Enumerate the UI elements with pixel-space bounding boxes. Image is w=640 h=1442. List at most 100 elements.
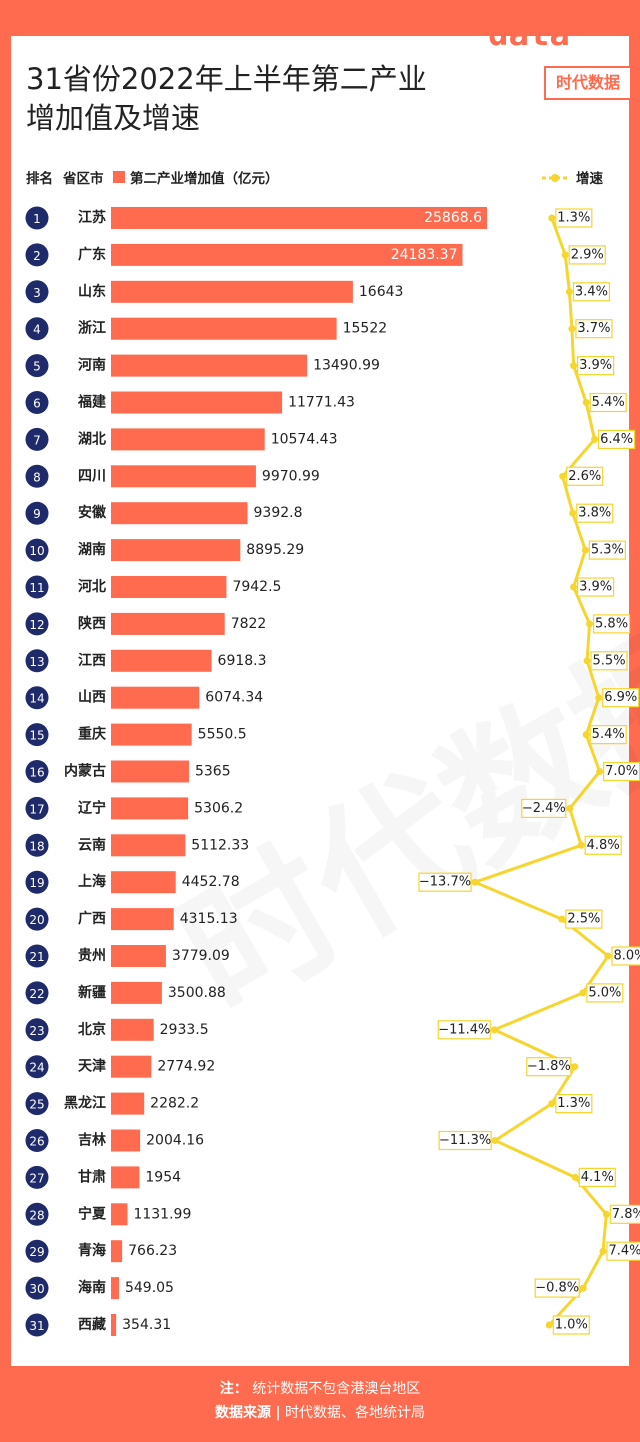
value-bar <box>111 1166 140 1189</box>
value-label: 4315.13 <box>180 911 238 927</box>
growth-point <box>581 546 589 554</box>
value-bar <box>111 576 227 598</box>
header-value-legend: 第二产业增加值（亿元） <box>130 171 279 187</box>
province-label: 江苏 <box>78 209 106 226</box>
value-label: 4452.78 <box>182 874 240 890</box>
growth-label: 5.3% <box>591 543 624 558</box>
rank-number: 3 <box>33 286 41 300</box>
rank-number: 9 <box>33 507 41 521</box>
rank-number: 12 <box>29 618 44 632</box>
value-label: 766.23 <box>128 1243 177 1259</box>
value-bar <box>111 1277 119 1300</box>
growth-point <box>548 1100 556 1108</box>
growth-point <box>545 1321 553 1329</box>
footer-source-label: 数据来源 <box>214 1405 271 1421</box>
province-label: 四川 <box>78 468 106 484</box>
province-label: 上海 <box>78 873 106 890</box>
growth-point <box>571 1173 579 1181</box>
rank-circle <box>25 612 49 636</box>
rank-number: 21 <box>29 950 44 964</box>
rank-circle <box>25 1055 49 1079</box>
growth-label: 2.6% <box>568 469 601 484</box>
rank-circle <box>25 686 49 710</box>
value-bar <box>111 502 248 525</box>
value-bar <box>111 612 225 635</box>
value-label: 24183.37 <box>391 247 458 263</box>
growth-label-box <box>555 208 593 228</box>
province-label: 安徽 <box>78 504 107 521</box>
growth-point <box>599 1247 607 1255</box>
growth-label-box <box>611 946 640 966</box>
growth-point <box>548 214 556 222</box>
growth-point <box>568 325 576 333</box>
rank-number: 8 <box>33 470 41 484</box>
value-bar <box>111 686 200 709</box>
value-label: 1954 <box>145 1169 181 1185</box>
rank-circle <box>25 206 49 230</box>
value-bar <box>111 1203 128 1226</box>
growth-label: 1.3% <box>557 1096 590 1111</box>
province-label: 青海 <box>78 1242 106 1259</box>
growth-point <box>569 509 577 517</box>
province-label: 福建 <box>77 394 106 411</box>
rank-number: 23 <box>29 1024 44 1038</box>
rank-circle <box>25 944 49 968</box>
growth-label-box <box>589 724 627 745</box>
growth-label: −11.3% <box>439 1133 491 1148</box>
value-label: 6918.3 <box>218 653 267 669</box>
growth-label-box <box>586 983 624 1003</box>
growth-label: −13.7% <box>419 875 471 890</box>
growth-label-box <box>602 688 640 708</box>
growth-label-box <box>576 503 614 523</box>
province-label: 宁夏 <box>78 1205 107 1222</box>
growth-label-box <box>588 540 626 560</box>
rank-circle <box>25 760 49 783</box>
province-label: 湖北 <box>78 431 106 447</box>
growth-label-box <box>438 1130 492 1151</box>
rank-circle <box>25 280 49 304</box>
value-label: 3779.09 <box>172 948 230 964</box>
value-label: 549.05 <box>125 1280 174 1296</box>
growth-label-box <box>577 577 615 597</box>
growth-label-box <box>597 429 636 449</box>
growth-label-box <box>552 1315 590 1335</box>
value-label: 11771.43 <box>288 395 355 411</box>
province-label: 重庆 <box>78 726 106 743</box>
growth-label-box <box>418 872 472 892</box>
value-bar <box>111 428 265 451</box>
growth-label: 7.4% <box>608 1244 640 1259</box>
rank-circle <box>25 1239 49 1263</box>
growth-point <box>586 620 594 628</box>
growth-point <box>490 1026 498 1034</box>
rank-circle <box>25 538 49 562</box>
rank-number: 16 <box>29 766 44 780</box>
province-label: 甘肃 <box>78 1168 106 1185</box>
rank-circle <box>25 501 49 525</box>
header-growth-legend: 增速 <box>576 171 603 187</box>
value-bar <box>111 1129 141 1152</box>
growth-point <box>491 1137 499 1144</box>
rank-number: 19 <box>29 876 44 890</box>
growth-point <box>596 768 604 775</box>
rank-number: 20 <box>29 913 44 927</box>
growth-label-box <box>566 466 604 486</box>
rank-number: 14 <box>29 692 44 706</box>
rank-number: 10 <box>29 544 44 558</box>
growth-label: 5.0% <box>588 985 621 1000</box>
province-label: 江西 <box>78 652 106 669</box>
province-label: 湖南 <box>78 541 106 558</box>
growth-point <box>583 657 591 665</box>
rank-number: 22 <box>29 987 44 1001</box>
rank-number: 13 <box>29 655 44 669</box>
growth-label: 7.0% <box>605 764 638 779</box>
growth-label-box <box>609 1204 640 1224</box>
value-label: 16643 <box>359 284 404 300</box>
growth-label: 1.0% <box>555 1318 588 1333</box>
value-bar <box>111 723 192 746</box>
growth-label: 5.8% <box>595 616 628 631</box>
growth-label-box <box>568 245 606 265</box>
rank-number: 31 <box>29 1319 44 1333</box>
rank-number: 29 <box>29 1245 44 1259</box>
growth-label: −0.8% <box>535 1281 579 1296</box>
value-label: 354.31 <box>122 1317 171 1333</box>
